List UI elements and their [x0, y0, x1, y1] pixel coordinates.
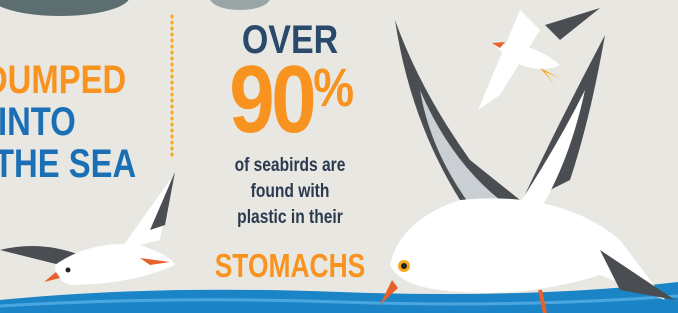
left-seagull	[0, 172, 175, 285]
stat-text: found with	[208, 181, 372, 203]
left-heading-line: DUMPED	[0, 58, 126, 103]
stat-figure: 90%	[205, 52, 375, 148]
rock	[210, 0, 270, 10]
stat-number: 90	[229, 46, 313, 153]
left-heading-line: INTO	[0, 100, 76, 145]
stat-unit: %	[313, 58, 350, 118]
stat-highlight: STOMACHS	[210, 247, 370, 285]
stat-text: of seabirds are	[208, 155, 372, 177]
water	[0, 282, 678, 313]
left-heading-line: THE SEA	[0, 142, 136, 187]
rock	[0, 0, 130, 16]
stat-text: plastic in their	[208, 207, 372, 229]
infographic-panel: {"left_text": {"lines": ["DUMPED", "INTO…	[0, 0, 678, 313]
